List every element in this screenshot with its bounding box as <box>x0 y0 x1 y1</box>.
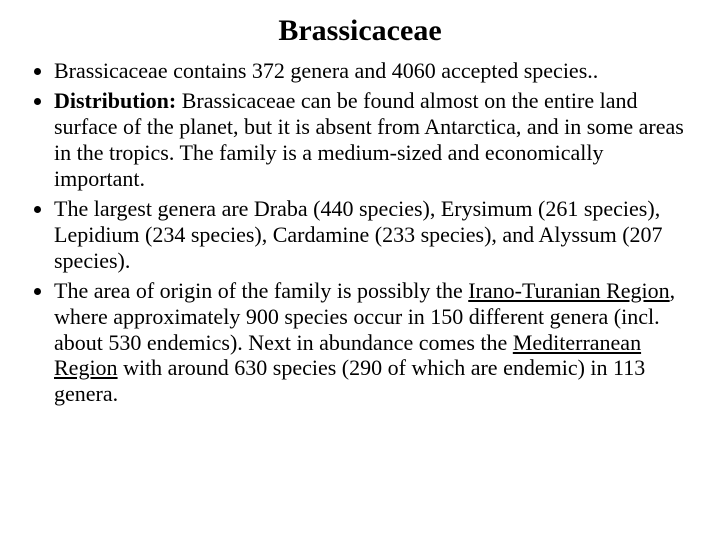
slide-title: Brassicaceae <box>28 14 692 48</box>
bullet-item: Brassicaceae contains 372 genera and 406… <box>54 58 692 84</box>
text-run: The area of origin of the family is poss… <box>54 278 468 303</box>
bullet-item: Distribution: Brassicaceae can be found … <box>54 88 692 192</box>
text-run: The largest genera are Draba (440 specie… <box>54 196 663 273</box>
text-run: Brassicaceae contains 372 genera and 406… <box>54 58 598 83</box>
text-run: Irano-Turanian Region <box>468 278 669 303</box>
text-run: Distribution: <box>54 88 176 113</box>
bullet-item: The largest genera are Draba (440 specie… <box>54 196 692 274</box>
text-run: with around 630 species (290 of which ar… <box>54 355 645 406</box>
slide: Brassicaceae Brassicaceae contains 372 g… <box>0 0 720 540</box>
bullet-item: The area of origin of the family is poss… <box>54 278 692 408</box>
bullet-list: Brassicaceae contains 372 genera and 406… <box>28 58 692 407</box>
